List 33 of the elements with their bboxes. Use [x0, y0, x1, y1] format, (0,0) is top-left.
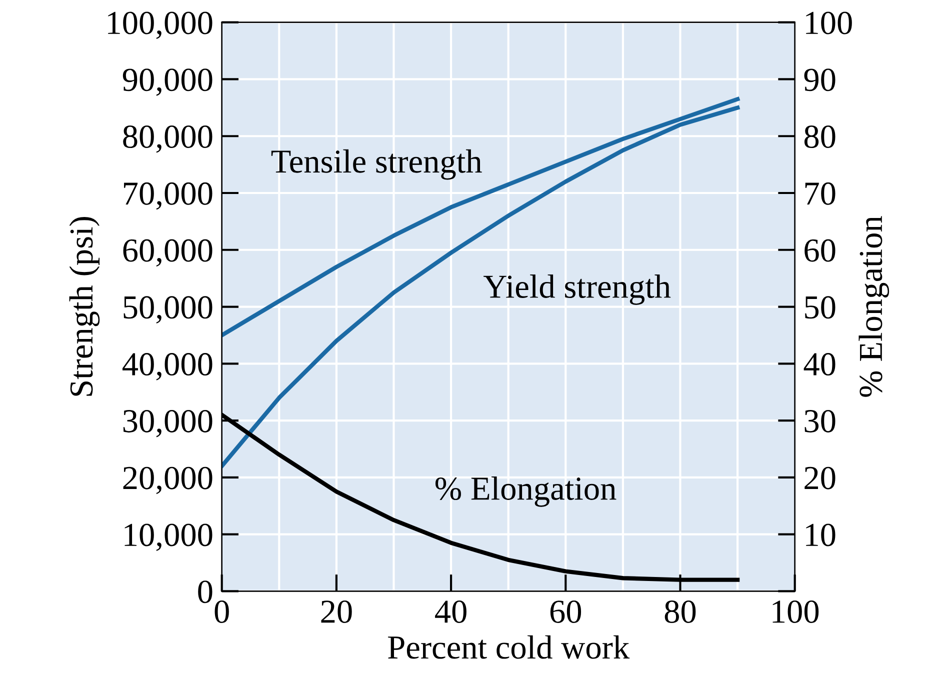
y2-tick-label: 20 [804, 466, 836, 490]
y2-tick-label: 80 [804, 126, 836, 148]
y-tick-label: 100,000 [108, 12, 212, 40]
series-label: % Elongation [435, 476, 616, 507]
y-tick-label: 90,000 [122, 68, 212, 96]
series-label: Yield strength [484, 274, 671, 305]
y-tick-label: 20,000 [123, 466, 212, 494]
y2-tick-label: 50 [805, 296, 836, 319]
y2-tick-label: 10 [806, 524, 836, 546]
x-tick-label: 100 [772, 600, 819, 623]
y-tick-label: 80,000 [123, 126, 212, 153]
y2-tick-label: 100 [806, 12, 852, 34]
x-tick-label: 0 [214, 600, 229, 623]
y-tick-label: 60,000 [123, 239, 212, 267]
y-tick-label: 50,000 [124, 296, 212, 324]
y-tick-label: 10,000 [124, 524, 212, 552]
series-label: Tensile strength [271, 149, 482, 180]
y-tick-label: 30,000 [123, 410, 212, 438]
y2-tick-label: 70 [805, 182, 836, 205]
y2-tick-label: 30 [804, 410, 836, 432]
x-tick-label: 20 [321, 600, 352, 623]
y2-axis-title: % Elongation [858, 216, 890, 397]
x-tick-label: 40 [435, 600, 466, 623]
y-axis-title: Strength (psi) [69, 217, 100, 396]
x-tick-label: 80 [664, 600, 696, 623]
x-tick-label: 60 [550, 600, 582, 623]
y2-tick-label: 60 [804, 239, 836, 262]
x-axis-title: Percent cold work [388, 635, 630, 659]
y-tick-label: 70,000 [124, 182, 212, 210]
y-tick-label: 40,000 [122, 353, 212, 380]
y-tick-label: 0 [198, 580, 212, 604]
y2-tick-label: 40 [804, 353, 836, 376]
y2-tick-label: 90 [804, 68, 836, 92]
